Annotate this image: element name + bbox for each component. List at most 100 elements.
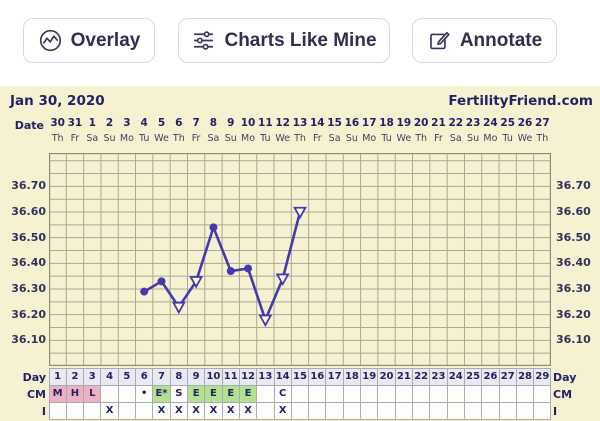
cycle-day-cell[interactable]: 2 bbox=[65, 368, 85, 386]
weekday-label: Mo bbox=[241, 133, 256, 144]
temp-point-triangle bbox=[258, 314, 273, 327]
brand-fertilityfriend: FertilityFriend.com bbox=[448, 93, 593, 109]
cycle-day-cell[interactable]: 7 bbox=[152, 368, 171, 386]
weekday-label: Sa bbox=[449, 133, 462, 144]
intercourse-cell bbox=[533, 402, 552, 420]
overlay-chart-icon bbox=[38, 28, 63, 53]
weekday-label: Fr bbox=[434, 133, 443, 144]
cm-cell bbox=[377, 385, 396, 403]
temp-tick-left: 36.20 bbox=[11, 307, 46, 321]
temp-tick-left: 36.10 bbox=[11, 333, 46, 347]
cm-cell: L bbox=[83, 385, 102, 403]
intercourse-cell bbox=[446, 402, 465, 420]
cycle-day-cell[interactable]: 26 bbox=[481, 368, 500, 386]
cm-cell: • bbox=[135, 385, 154, 403]
date-number: 19 bbox=[396, 117, 412, 129]
cycle-day-cell[interactable]: 15 bbox=[290, 368, 310, 386]
annotate-button-label: Annotate bbox=[459, 29, 543, 51]
intercourse-cell: X bbox=[221, 402, 240, 420]
date-axis-label: Date bbox=[14, 119, 44, 132]
cycle-day-cell[interactable]: 3 bbox=[83, 368, 102, 386]
intercourse-cell bbox=[48, 402, 67, 420]
weekday-label: Mo bbox=[362, 133, 377, 144]
intercourse-cell bbox=[412, 402, 431, 420]
cycle-day-cell[interactable]: 14 bbox=[273, 368, 292, 386]
intercourse-cell bbox=[65, 402, 85, 420]
date-number: 1 bbox=[88, 117, 96, 129]
intercourse-cell: X bbox=[152, 402, 171, 420]
cycle-day-cell[interactable]: 6 bbox=[135, 368, 154, 386]
cycle-day-cell[interactable]: 25 bbox=[463, 368, 483, 386]
date-number: 17 bbox=[361, 117, 377, 129]
weekday-label: Sa bbox=[328, 133, 341, 144]
cycle-day-cell[interactable]: 28 bbox=[515, 368, 535, 386]
temp-tick-left: 36.30 bbox=[11, 282, 46, 295]
charts-like-mine-button[interactable]: Charts Like Mine bbox=[178, 18, 390, 63]
cycle-day-cell[interactable]: 20 bbox=[377, 368, 396, 386]
grid-border bbox=[49, 152, 551, 366]
cycle-day-cell[interactable]: 16 bbox=[308, 368, 327, 386]
cycle-day-cell[interactable]: 27 bbox=[498, 368, 517, 386]
temp-point-circle bbox=[209, 222, 218, 231]
temperature-grid bbox=[49, 152, 551, 366]
cycle-day-cell[interactable]: 9 bbox=[186, 368, 206, 386]
intercourse-cell bbox=[290, 402, 310, 420]
weekday-label: Tu bbox=[381, 133, 392, 144]
weekday-label: Sa bbox=[86, 133, 99, 144]
cm-cell: H bbox=[65, 385, 85, 403]
intercourse-cell: X bbox=[169, 402, 188, 420]
day-row-label-right: Day bbox=[553, 371, 577, 384]
intercourse-cell bbox=[429, 402, 448, 420]
temp-point-circle bbox=[140, 287, 149, 296]
toolbar: Overlay Charts Like Mine bbox=[0, 0, 600, 86]
cycle-day-cell[interactable]: 13 bbox=[256, 368, 275, 386]
date-number: 16 bbox=[344, 117, 360, 129]
cycle-day-cell[interactable]: 11 bbox=[221, 368, 240, 386]
temp-tick-right: 36.30 bbox=[556, 282, 591, 295]
weekday-label: Fr bbox=[70, 133, 80, 144]
date-number: 25 bbox=[500, 117, 516, 129]
weekday-label: Su bbox=[345, 133, 358, 144]
temp-tick-left: 36.40 bbox=[11, 256, 46, 270]
date-number: 2 bbox=[105, 117, 114, 129]
cycle-day-cell[interactable]: 4 bbox=[100, 368, 119, 386]
cm-cell bbox=[256, 385, 275, 403]
weekday-label: Fr bbox=[312, 133, 322, 144]
date-number: 10 bbox=[240, 117, 256, 129]
cm-cell: E bbox=[238, 385, 258, 403]
date-number: 31 bbox=[67, 117, 83, 129]
cycle-day-cell[interactable]: 12 bbox=[238, 368, 258, 386]
annotate-button[interactable]: Annotate bbox=[412, 18, 557, 63]
chart-start-date: Jan 30, 2020 bbox=[10, 93, 105, 109]
weekday-label: Tu bbox=[502, 133, 513, 144]
date-number: 5 bbox=[157, 117, 166, 129]
cycle-day-cell[interactable]: 19 bbox=[360, 368, 379, 386]
date-number: 26 bbox=[517, 117, 533, 129]
cycle-day-cell[interactable]: 10 bbox=[204, 368, 223, 386]
overlay-button[interactable]: Overlay bbox=[23, 18, 155, 63]
cycle-day-cell[interactable]: 18 bbox=[342, 368, 362, 386]
cycle-day-cell[interactable]: 8 bbox=[169, 368, 188, 386]
cycle-day-cell[interactable]: 5 bbox=[117, 368, 137, 386]
weekday-label: We bbox=[154, 133, 169, 144]
weekday-label: Tu bbox=[260, 133, 271, 144]
cycle-day-cell[interactable]: 23 bbox=[429, 368, 448, 386]
cm-cell bbox=[412, 385, 431, 403]
cycle-day-cell[interactable]: 21 bbox=[394, 368, 413, 386]
temp-point-triangle bbox=[293, 206, 307, 219]
cycle-day-cell[interactable]: 29 bbox=[533, 368, 552, 386]
overlay-button-label: Overlay bbox=[70, 29, 141, 51]
temp-point-triangle bbox=[275, 273, 290, 286]
intercourse-cell bbox=[325, 402, 344, 420]
date-number: 7 bbox=[192, 117, 200, 129]
temp-point-triangle bbox=[171, 301, 186, 314]
cycle-day-cell[interactable]: 17 bbox=[325, 368, 344, 386]
cycle-day-cell[interactable]: 1 bbox=[48, 368, 67, 386]
weekday-label: Th bbox=[415, 133, 428, 144]
weekday-label: We bbox=[396, 133, 412, 144]
cm-cell bbox=[533, 385, 552, 403]
cycle-day-cell[interactable]: 24 bbox=[446, 368, 465, 386]
weekday-label: Su bbox=[224, 133, 237, 144]
cycle-day-cell[interactable]: 22 bbox=[412, 368, 431, 386]
date-number: 3 bbox=[123, 117, 131, 129]
